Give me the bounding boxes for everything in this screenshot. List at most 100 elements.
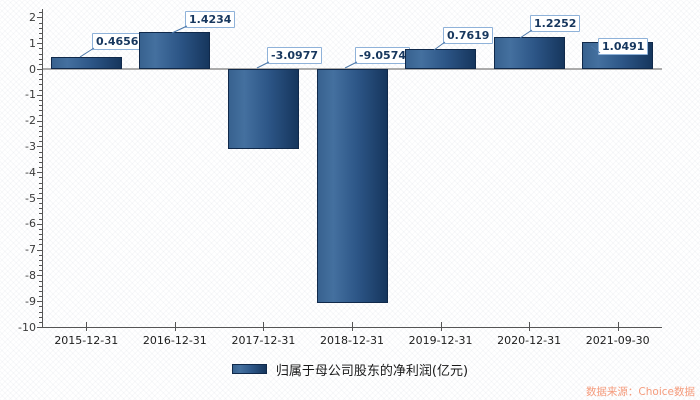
y-minor-tick bbox=[39, 115, 42, 117]
x-axis-label: 2019-12-31 bbox=[408, 334, 473, 347]
y-major-tick bbox=[37, 301, 42, 303]
y-axis-line bbox=[42, 9, 43, 328]
y-minor-tick bbox=[39, 12, 42, 14]
y-minor-tick bbox=[39, 316, 42, 318]
y-tick-label: -8 bbox=[25, 268, 36, 282]
y-tick-label: 0 bbox=[29, 62, 36, 76]
bar[interactable] bbox=[50, 56, 122, 69]
y-minor-tick bbox=[39, 270, 42, 272]
y-minor-tick bbox=[39, 203, 42, 205]
legend-swatch bbox=[231, 364, 267, 374]
y-minor-tick bbox=[39, 141, 42, 143]
bar[interactable] bbox=[405, 49, 477, 69]
x-axis-label: 2015-12-31 bbox=[54, 334, 119, 347]
legend-label: 归属于母公司股东的净利润(亿元) bbox=[275, 363, 469, 379]
y-tick-label: -7 bbox=[25, 243, 36, 257]
y-minor-tick bbox=[39, 306, 42, 308]
y-minor-tick bbox=[39, 151, 42, 153]
bar[interactable] bbox=[139, 32, 211, 69]
x-axis-label: 2017-12-31 bbox=[231, 334, 296, 347]
y-major-tick bbox=[37, 223, 42, 225]
value-label: -3.0977 bbox=[267, 47, 323, 64]
y-major-tick bbox=[37, 198, 42, 199]
y-minor-tick bbox=[39, 22, 42, 24]
y-minor-tick bbox=[39, 285, 42, 287]
y-minor-tick bbox=[39, 228, 42, 230]
y-minor-tick bbox=[39, 74, 42, 76]
y-minor-tick bbox=[39, 99, 42, 101]
y-tick-label: 2 bbox=[29, 10, 36, 24]
y-minor-tick bbox=[39, 156, 42, 158]
y-tick-label: -1 bbox=[25, 88, 36, 102]
y-minor-tick bbox=[39, 218, 42, 220]
y-minor-tick bbox=[39, 38, 42, 40]
bar[interactable] bbox=[227, 69, 299, 149]
y-major-tick bbox=[37, 275, 42, 277]
y-minor-tick bbox=[39, 167, 42, 169]
y-minor-tick bbox=[39, 192, 42, 194]
y-major-tick bbox=[37, 17, 42, 19]
y-minor-tick bbox=[39, 187, 42, 189]
y-minor-tick bbox=[39, 321, 42, 323]
y-minor-tick bbox=[39, 208, 42, 210]
x-tick bbox=[174, 322, 176, 331]
y-tick-label: -9 bbox=[25, 294, 36, 308]
x-axis-label: 2020-12-31 bbox=[497, 334, 562, 347]
legend[interactable]: 归属于母公司股东的净利润(亿元) bbox=[0, 359, 700, 379]
y-major-tick bbox=[37, 120, 42, 122]
y-major-tick bbox=[37, 146, 42, 148]
y-minor-tick bbox=[39, 27, 42, 29]
y-major-tick bbox=[37, 69, 42, 70]
y-major-tick bbox=[37, 172, 42, 174]
x-tick bbox=[529, 322, 531, 331]
y-minor-tick bbox=[39, 105, 42, 107]
y-minor-tick bbox=[39, 125, 42, 127]
y-minor-tick bbox=[39, 58, 42, 60]
x-tick bbox=[86, 322, 88, 331]
y-minor-tick bbox=[39, 213, 42, 215]
y-tick-label: 1 bbox=[29, 36, 36, 50]
value-label: -9.0574 bbox=[355, 47, 411, 64]
y-minor-tick bbox=[39, 130, 42, 132]
y-minor-tick bbox=[39, 311, 42, 313]
x-tick bbox=[263, 322, 265, 331]
y-minor-tick bbox=[39, 290, 42, 292]
y-tick-label: -5 bbox=[25, 191, 36, 205]
y-tick-label: -3 bbox=[25, 139, 36, 153]
y-major-tick bbox=[37, 43, 42, 45]
x-axis-label: 2016-12-31 bbox=[142, 334, 207, 347]
y-minor-tick bbox=[39, 234, 42, 236]
y-minor-tick bbox=[39, 89, 42, 91]
y-minor-tick bbox=[39, 280, 42, 282]
value-label: 0.4656 bbox=[92, 33, 143, 50]
x-tick bbox=[617, 322, 619, 331]
bar[interactable] bbox=[493, 37, 565, 69]
value-label: 1.2252 bbox=[530, 15, 581, 32]
y-minor-tick bbox=[39, 296, 42, 298]
y-tick-label: -4 bbox=[25, 165, 36, 179]
y-major-tick bbox=[37, 249, 42, 251]
y-minor-tick bbox=[39, 110, 42, 112]
y-tick-label: -2 bbox=[25, 114, 36, 128]
y-minor-tick bbox=[39, 32, 42, 34]
y-tick-label: -10 bbox=[18, 320, 36, 334]
y-major-tick bbox=[37, 94, 42, 96]
x-tick bbox=[352, 322, 353, 331]
y-minor-tick bbox=[39, 48, 42, 50]
bar[interactable] bbox=[316, 69, 388, 303]
y-minor-tick bbox=[39, 254, 42, 256]
y-minor-tick bbox=[39, 177, 42, 179]
y-minor-tick bbox=[39, 136, 42, 138]
y-minor-tick bbox=[39, 259, 42, 261]
y-major-tick bbox=[37, 327, 42, 328]
y-minor-tick bbox=[39, 53, 42, 55]
y-minor-tick bbox=[39, 63, 42, 65]
y-minor-tick bbox=[39, 182, 42, 184]
x-axis-label: 2021-09-30 bbox=[585, 334, 650, 347]
value-label: 0.7619 bbox=[443, 27, 494, 44]
y-minor-tick bbox=[39, 265, 42, 267]
watermark: 数据来源：Choice数据 bbox=[585, 386, 695, 398]
y-minor-tick bbox=[39, 161, 42, 163]
y-minor-tick bbox=[39, 239, 42, 241]
